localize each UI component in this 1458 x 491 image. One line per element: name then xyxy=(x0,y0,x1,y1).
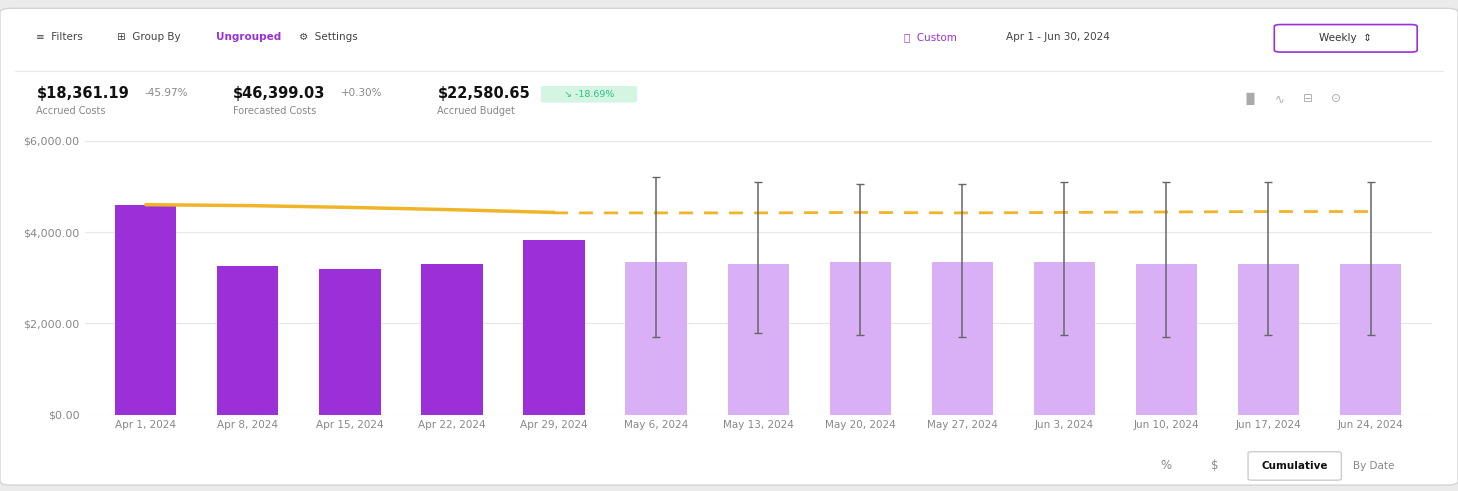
Bar xyxy=(1136,264,1197,415)
Text: +0.30%: +0.30% xyxy=(341,88,382,98)
Text: $46,399.03: $46,399.03 xyxy=(233,86,325,101)
Text: Cumulative: Cumulative xyxy=(1261,461,1328,471)
Bar xyxy=(830,262,891,415)
Text: %: % xyxy=(1161,460,1172,472)
Bar xyxy=(115,205,176,415)
FancyBboxPatch shape xyxy=(0,8,1458,485)
Bar xyxy=(1034,262,1095,415)
Text: ≡  Filters: ≡ Filters xyxy=(36,32,83,42)
FancyBboxPatch shape xyxy=(1274,25,1417,52)
FancyBboxPatch shape xyxy=(1248,452,1341,480)
FancyBboxPatch shape xyxy=(541,86,637,103)
Text: Accrued Budget: Accrued Budget xyxy=(437,107,515,116)
Bar xyxy=(319,269,381,415)
Text: Apr 1 - Jun 30, 2024: Apr 1 - Jun 30, 2024 xyxy=(1006,32,1110,42)
Text: $22,580.65: $22,580.65 xyxy=(437,86,531,101)
Text: $: $ xyxy=(1210,460,1219,472)
Text: $18,361.19: $18,361.19 xyxy=(36,86,130,101)
Text: ↘ -18.69%: ↘ -18.69% xyxy=(564,90,614,99)
Bar xyxy=(421,264,483,415)
Text: ⊟: ⊟ xyxy=(1303,92,1312,105)
Bar xyxy=(932,262,993,415)
Text: By Date: By Date xyxy=(1353,461,1394,471)
Text: 📅  Custom: 📅 Custom xyxy=(904,32,956,42)
Text: ▐▌: ▐▌ xyxy=(1242,92,1260,105)
Text: ⚙  Settings: ⚙ Settings xyxy=(299,32,357,42)
Text: ∿: ∿ xyxy=(1276,92,1284,105)
Text: ⊞  Group By: ⊞ Group By xyxy=(117,32,181,42)
Text: ⊙: ⊙ xyxy=(1331,92,1340,105)
Text: Ungrouped: Ungrouped xyxy=(216,32,281,42)
Bar xyxy=(1238,264,1299,415)
Text: Accrued Costs: Accrued Costs xyxy=(36,107,106,116)
Bar xyxy=(625,262,687,415)
Bar xyxy=(523,240,585,415)
Bar xyxy=(1340,264,1401,415)
Text: Weekly  ⇕: Weekly ⇕ xyxy=(1319,33,1372,43)
Text: -45.97%: -45.97% xyxy=(144,88,188,98)
Bar xyxy=(217,266,278,415)
Text: Forecasted Costs: Forecasted Costs xyxy=(233,107,316,116)
Bar xyxy=(728,264,789,415)
